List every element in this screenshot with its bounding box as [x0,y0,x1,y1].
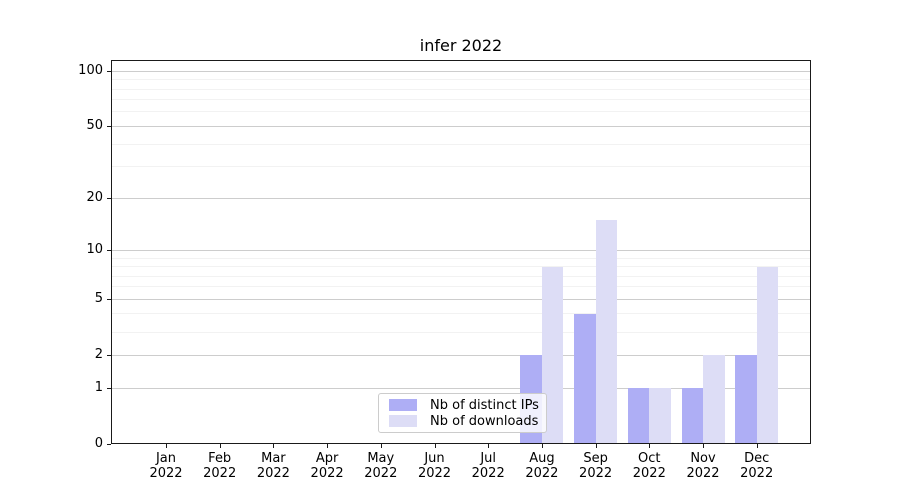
bar-distinct-ips [627,388,650,444]
chart-title: infer 2022 [419,36,503,55]
y-tick-label: 0 [94,436,103,451]
y-gridline-major [111,125,811,127]
x-tick [327,444,329,448]
y-gridline-minor [111,286,811,288]
legend-label-downloads: Nb of downloads [430,413,539,429]
bar-downloads [703,355,725,444]
x-tick-label: Jul 2022 [471,451,505,481]
x-tick [219,444,221,448]
y-gridline-minor [111,166,811,168]
x-tick-label: Feb 2022 [203,451,237,481]
y-tick-label: 1 [94,380,103,395]
legend-swatch-distinct-ips [389,399,417,411]
bar-distinct-ips [735,355,757,444]
legend-swatch-downloads [389,415,417,427]
y-gridline-minor [111,313,811,315]
legend-row-downloads: Nb of downloads [387,414,538,429]
y-tick-label: 50 [86,118,103,134]
legend: Nb of distinct IPs Nb of downloads [378,393,547,433]
x-tick-label: Sep 2022 [579,451,613,481]
bar-downloads [649,388,671,444]
x-tick-label: May 2022 [364,451,398,481]
x-tick [166,444,167,448]
y-gridline-minor [111,266,811,267]
x-tick-label: Apr 2022 [310,451,344,481]
y-gridline-minor [111,79,811,81]
x-tick [541,444,543,448]
x-tick-label: Mar 2022 [256,451,290,481]
legend-row-distinct-ips: Nb of distinct IPs [387,397,539,413]
y-gridline-minor [111,111,811,113]
bar-downloads [595,220,618,444]
x-tick [488,444,490,448]
x-tick-label: Oct 2022 [632,451,666,481]
y-gridline-major [111,249,811,251]
y-tick-label: 5 [94,291,103,307]
bar-downloads [541,266,564,444]
legend-label-distinct-ips: Nb of distinct IPs [430,397,539,413]
y-tick [107,354,111,356]
y-tick [107,125,111,127]
y-tick-label: 10 [86,242,103,258]
y-tick [107,249,111,251]
y-tick [107,298,111,300]
x-tick [595,444,597,448]
x-tick [380,444,382,448]
y-gridline-minor [111,88,811,90]
y-gridline-major [111,298,811,300]
y-tick [107,70,111,72]
y-gridline-major [111,354,811,356]
x-axis-line [111,443,811,444]
y-tick-label: 100 [78,63,103,79]
y-tick-label: 20 [86,190,103,206]
x-tick-label: Dec 2022 [740,451,774,481]
y-tick [107,443,111,445]
x-tick-label: Jun 2022 [417,451,452,481]
y-gridline-minor [111,99,811,101]
x-tick-label: Jan 2022 [149,451,183,481]
y-gridline-minor [111,275,811,277]
x-tick [649,444,651,448]
y-tick [107,197,111,199]
plot-area [111,60,811,444]
y-gridline-minor [111,143,811,145]
x-tick-label: Aug 2022 [525,451,559,481]
y-tick-label: 2 [94,347,103,363]
x-tick-label: Nov 2022 [686,451,720,481]
bar-downloads [756,266,779,444]
bar-distinct-ips [574,314,596,444]
y-axis-line [111,60,112,444]
y-gridline-minor [111,257,811,259]
y-tick [107,387,111,389]
y-gridline-major [111,387,811,389]
x-tick [273,444,275,448]
right-spine [810,60,811,444]
bar-distinct-ips [681,388,703,444]
x-tick [756,444,758,448]
y-gridline-minor [111,331,811,333]
y-gridline-major [111,197,811,199]
y-gridline-major [111,70,811,72]
x-tick [434,444,436,448]
top-spine [111,60,811,61]
x-tick [703,444,704,448]
